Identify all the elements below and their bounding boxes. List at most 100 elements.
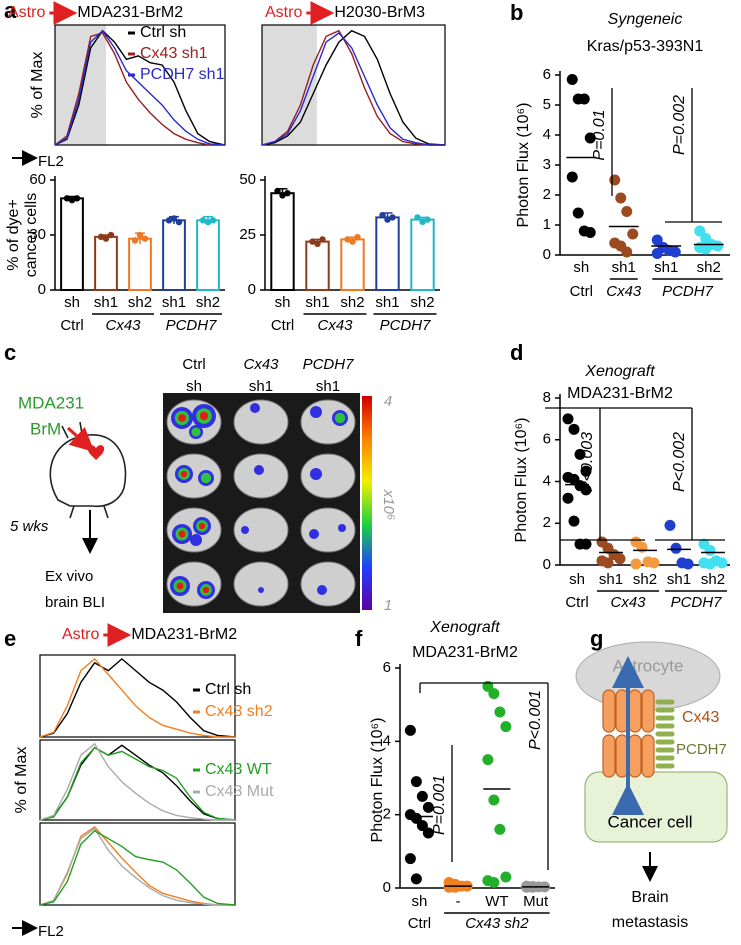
replicate-dot	[349, 238, 356, 245]
signal	[200, 472, 212, 484]
data-point	[651, 234, 663, 246]
data-point	[716, 557, 728, 569]
x-tick-label: Mut	[523, 893, 549, 910]
bar	[305, 240, 330, 292]
histogram-line	[39, 746, 236, 821]
cancer-cell-label: Cancer cell	[607, 812, 692, 831]
data-point	[602, 557, 614, 569]
y-tick-label: 3	[543, 156, 551, 173]
brain	[300, 453, 356, 499]
panel-label: f	[355, 626, 363, 651]
chart-title: MDA231-BrM2	[77, 4, 183, 21]
replicate-dot	[63, 195, 71, 202]
replicate-dot	[309, 238, 316, 245]
replicate-dot	[199, 217, 207, 224]
replicate-dot	[131, 237, 139, 244]
signal	[241, 526, 249, 534]
data-point	[580, 465, 592, 477]
chart-title: MDA231-BrM2	[131, 626, 237, 643]
plot-frame	[54, 24, 226, 146]
replicate-dot	[419, 218, 426, 225]
y-tick-label: 0	[543, 246, 551, 263]
signal	[258, 587, 264, 593]
legend-label: Cx43 sh2	[205, 703, 273, 720]
bar	[270, 192, 295, 291]
bar	[128, 237, 152, 292]
cell-line: BrM	[30, 419, 61, 438]
brain	[233, 561, 289, 607]
replicate-dot	[274, 187, 281, 195]
signal	[202, 586, 210, 594]
histogram-line	[39, 827, 235, 906]
legend-label: Ctrl sh	[205, 681, 251, 698]
brain	[166, 453, 222, 499]
panel-label: a	[4, 0, 17, 23]
y-axis-label: Photon Flux (10⁶)	[515, 103, 532, 228]
panel-g: Astrocyte Cancer cell Cx43 PCDH7 Brain m…	[575, 641, 728, 931]
panel-label: d	[510, 340, 523, 365]
astrocyte-label: Astrocyte	[613, 656, 684, 675]
signal	[310, 406, 322, 418]
x-tick-label: sh2	[196, 294, 220, 311]
signal	[254, 465, 264, 475]
data-point	[422, 801, 434, 813]
group-label: PCDH7	[671, 594, 723, 611]
histogram-line	[54, 29, 226, 146]
histogram-line	[39, 657, 236, 738]
x-tick-label: sh2	[701, 571, 725, 588]
data-point	[669, 246, 681, 258]
y-tick-label: 50	[239, 171, 256, 188]
x-tick-label: sh2	[633, 571, 657, 588]
data-point	[664, 519, 676, 531]
data-point	[651, 248, 663, 259]
bar	[196, 219, 220, 291]
outcome: Brain	[631, 889, 668, 906]
readout: brain BLI	[45, 594, 105, 611]
column-header: Cx43	[243, 356, 279, 373]
x-tick-label: sh	[573, 259, 589, 276]
data-point	[621, 206, 633, 217]
duration: 5 wks	[10, 518, 49, 535]
data-point	[584, 227, 596, 238]
replicate-dot	[97, 233, 105, 241]
brain	[300, 561, 356, 607]
replicate-dot	[209, 217, 217, 224]
replicate-dot	[204, 218, 212, 226]
group-label: PCDH7	[380, 317, 432, 334]
group-label: Cx43	[606, 283, 642, 300]
group-label: Cx43	[317, 317, 353, 334]
chart-subtitle: MDA231-BrM2	[567, 385, 673, 402]
data-point	[488, 688, 500, 700]
brain	[233, 399, 289, 445]
chart-title: Syngeneic	[608, 11, 683, 28]
panel-label: c	[4, 340, 16, 365]
cancer-cell	[584, 771, 728, 843]
y-axis-label: Photon Flux (10⁶)	[513, 418, 530, 543]
y-tick-label: 0	[543, 556, 551, 573]
replicate-dot	[175, 218, 183, 226]
replicate-dot	[354, 234, 361, 241]
data-point	[704, 558, 716, 570]
data-point	[562, 413, 574, 425]
x-tick-label: sh1	[94, 294, 118, 311]
data-point	[615, 192, 627, 204]
data-point	[580, 484, 592, 496]
panel-label: b	[510, 0, 523, 25]
chart-title: Xenograft	[429, 619, 500, 636]
data-point	[568, 423, 580, 435]
panel-label: g	[590, 626, 603, 651]
p-value: P<0.002	[671, 432, 688, 492]
y-tick-label: 2	[543, 186, 551, 203]
data-point	[584, 132, 596, 144]
replicate-dot	[170, 215, 178, 222]
histogram-line	[39, 657, 235, 738]
y-tick-label: 1	[543, 216, 551, 233]
data-point	[494, 706, 506, 718]
bar	[410, 218, 435, 292]
data-point	[609, 174, 621, 186]
pcdh7-label: PCDH7	[676, 741, 727, 758]
bar	[340, 238, 365, 291]
replicate-dot	[68, 196, 76, 204]
replicate-dot	[284, 190, 291, 197]
